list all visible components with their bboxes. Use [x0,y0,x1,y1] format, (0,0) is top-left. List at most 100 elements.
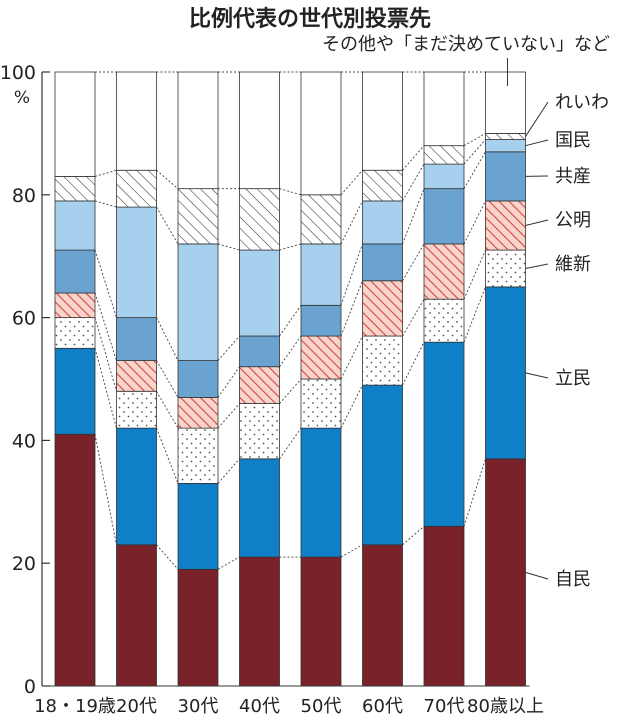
bar-segment [362,169,403,202]
bar-segment [300,556,342,687]
bar-segment [485,249,526,288]
connector-line [217,335,240,361]
y-tick-label: 20 [12,553,36,575]
bar-segment [485,200,526,251]
bar-segment [116,360,157,392]
leader-line [525,101,549,137]
connector-line [402,188,425,245]
bar-segment [362,335,403,386]
connector-line [402,243,425,281]
leader-line [525,372,549,379]
series-label: 維新 [555,254,591,275]
x-tick-label: 18・19歳 [34,696,116,717]
series-label: 公明 [555,210,591,231]
bar-segment [300,304,342,337]
bar-segment [423,188,465,245]
connector-line [279,243,302,251]
y-tick-label: 40 [12,430,36,452]
x-tick-label: 50代 [301,696,342,717]
connector-line [463,458,486,527]
leader-line [525,219,549,226]
bar-segment [423,525,465,687]
x-tick-label: 70代 [424,696,465,717]
series-label: 立民 [555,368,591,389]
bar-segment [116,317,157,361]
bar-segment [362,243,403,282]
bar-segment [423,71,465,147]
stacked-bars [54,71,526,687]
connector-line [463,139,486,165]
bar-segment [116,544,157,687]
connector-line [156,391,179,429]
connector-lines [94,71,486,570]
y-tick-label: 80 [12,185,36,207]
x-axis: 18・19歳 20代 30代 40代 50代 60代 70代 80歳以上 [34,685,544,717]
bar-segment [177,188,219,245]
connector-line [402,341,425,386]
x-tick-label: 40代 [239,696,280,717]
bar-segment [54,317,96,349]
connector-line [94,434,117,545]
y-tick-label: 60 [12,308,36,330]
connector-line [94,292,117,361]
bar-segment [423,341,465,527]
connector-line [279,378,302,404]
series-label: その他や「まだ決めていない」など [322,34,610,55]
bar-segment [239,249,280,337]
bar-segment [54,292,96,319]
bar-segment [239,556,280,687]
connector-line [156,360,179,398]
connector-line [156,169,179,190]
leader-line [525,571,549,580]
connector-line [402,298,425,337]
bar-segment [362,280,403,337]
bar-segment [485,139,526,153]
connector-line [463,133,486,147]
bar-segment [423,243,465,300]
bar-segment [239,71,280,190]
bar-segment [54,175,96,202]
bar-segment [177,360,219,398]
connector-line [94,249,117,318]
bar-segment [54,433,96,687]
connector-line [279,305,302,337]
connector-line [463,151,486,189]
y-axis-unit: % [14,88,30,108]
x-tick-label: 20代 [116,696,157,717]
y-tick-label: 0 [24,676,36,698]
x-tick-label: 80歳以上 [467,696,544,717]
connector-line [340,169,363,196]
connector-line [340,243,363,306]
bar-segment [177,427,219,484]
connector-line [217,403,240,429]
bar-segment [116,71,157,171]
leader-line [525,263,549,269]
bar-segment [362,544,403,687]
connector-line [217,458,240,484]
bar-segment [485,132,526,140]
bar-segment [116,206,157,318]
connector-line [156,206,179,245]
connector-line [402,145,425,171]
bar-segment [423,163,465,190]
connector-line [94,348,117,429]
connector-line [156,544,179,570]
connector-line [156,317,179,361]
connector-line [402,163,425,202]
x-tick-label: 30代 [178,696,219,717]
bar-segment [116,427,157,546]
connector-line [340,280,363,337]
connector-line [463,200,486,245]
bar-segment [362,71,403,171]
connector-line [463,286,486,343]
bar-segment [116,390,157,429]
connector-line [217,366,240,398]
connector-line [463,249,486,300]
connector-line [279,427,302,460]
bar-segment [54,71,96,177]
series-label: れいわ [555,92,609,113]
bar-segment [485,151,526,202]
bar-segment [54,249,96,294]
connector-line [340,384,363,429]
bar-segment [239,403,280,460]
